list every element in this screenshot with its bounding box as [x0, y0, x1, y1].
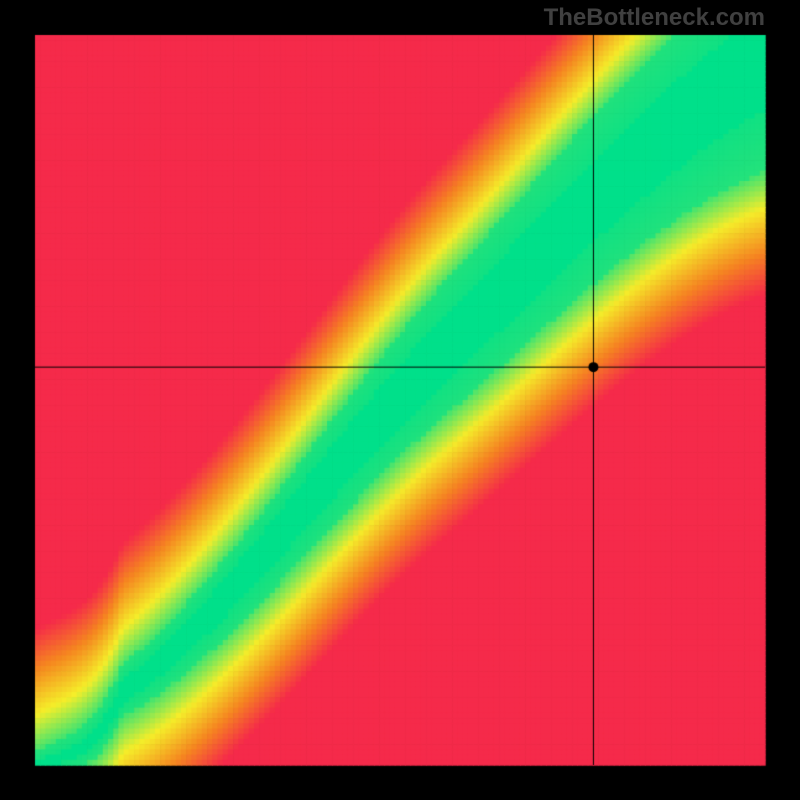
- heatmap-canvas: [0, 0, 800, 800]
- watermark-text: TheBottleneck.com: [544, 4, 765, 32]
- chart-container: TheBottleneck.com: [0, 0, 800, 800]
